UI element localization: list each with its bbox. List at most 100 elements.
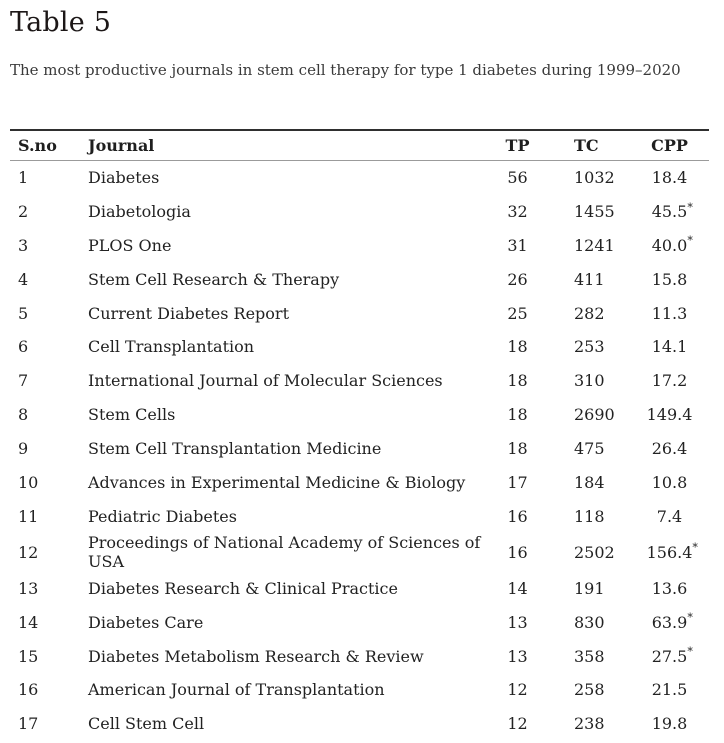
column-header-tp: TP — [495, 129, 540, 161]
table-row: 14 Diabetes Care 13 830 63.9* — [10, 605, 709, 639]
cell-journal: Proceedings of National Academy of Scien… — [88, 533, 481, 572]
table-row: 9 Stem Cell Transplantation Medicine 18 475… — [10, 432, 709, 466]
cell-cpp: 45.5* — [651, 200, 693, 221]
cell-tc: 310 — [574, 371, 605, 391]
cell-sno: 11 — [18, 506, 39, 526]
table-header: S.no Journal TP TC CPP — [10, 129, 709, 161]
table-row: 12 Proceedings of National Academy of Sci… — [10, 533, 709, 571]
table-caption: The most productive journals in stem cel… — [10, 60, 681, 79]
cell-tp: 31 — [507, 235, 528, 255]
cell-journal: PLOS One — [88, 235, 172, 255]
cell-sno: 9 — [18, 439, 29, 459]
cell-tc: 830 — [574, 612, 605, 632]
cell-sno: 7 — [18, 371, 29, 391]
cell-cpp: 63.9* — [651, 611, 693, 632]
cell-journal: Diabetes Metabolism Research & Review — [88, 646, 424, 666]
cell-tc: 253 — [574, 337, 605, 357]
cell-tp: 18 — [507, 337, 528, 357]
cell-sno: 1 — [18, 167, 29, 187]
cell-tc: 184 — [574, 472, 605, 492]
cell-cpp: 21.5 — [651, 680, 688, 700]
table-row: 6 Cell Transplantation 18 253 14.1 — [10, 330, 709, 364]
cell-tp: 14 — [507, 578, 528, 598]
cell-tc: 258 — [574, 680, 605, 700]
cell-tp: 16 — [507, 506, 528, 526]
cell-tc: 411 — [574, 269, 605, 289]
cell-cpp: 27.5* — [651, 645, 693, 666]
cell-sno: 2 — [18, 201, 29, 221]
cell-tc: 282 — [574, 303, 605, 323]
cell-tc: 118 — [574, 506, 605, 526]
cell-cpp: 11.3 — [651, 303, 688, 323]
table-row: 5 Current Diabetes Report 25 282 11.3 — [10, 296, 709, 330]
cell-sno: 12 — [18, 542, 39, 562]
table-row: 13 Diabetes Research & Clinical Practice 1… — [10, 571, 709, 605]
cell-tp: 32 — [507, 201, 528, 221]
cell-tp: 13 — [507, 646, 528, 666]
cell-tp: 16 — [507, 542, 528, 562]
cell-tp: 12 — [507, 680, 528, 700]
cell-tp: 18 — [507, 371, 528, 391]
cell-tp: 56 — [507, 167, 528, 187]
cell-sno: 15 — [18, 646, 39, 666]
column-header-cpp: CPP — [630, 129, 709, 161]
cell-journal: Diabetes Care — [88, 612, 204, 632]
cell-tc: 2690 — [574, 405, 615, 425]
cell-cpp: 156.4* — [646, 541, 698, 562]
cell-cpp: 149.4 — [646, 405, 693, 425]
cell-journal: International Journal of Molecular Scien… — [88, 371, 443, 391]
productive-journals-table: S.no Journal TP TC CPP 1 Diabetes 56 1032 18… — [10, 128, 709, 741]
cell-tp: 18 — [507, 405, 528, 425]
cell-cpp: 18.4 — [651, 167, 688, 187]
column-header-tc: TC — [540, 129, 630, 161]
table-row: 8 Stem Cells 18 2690 149.4 — [10, 398, 709, 432]
table-body: 1 Diabetes 56 1032 18.4 2 Diabetologia 32 1455 45… — [10, 160, 709, 741]
cell-tc: 2502 — [574, 542, 615, 562]
cell-tc: 358 — [574, 646, 605, 666]
cell-sno: 14 — [18, 612, 39, 632]
cell-journal: Current Diabetes Report — [88, 303, 289, 323]
cell-cpp: 10.8 — [651, 472, 688, 492]
table-row: 16 American Journal of Transplantation 12 2… — [10, 673, 709, 707]
cell-tp: 12 — [507, 714, 528, 734]
cell-cpp: 26.4 — [651, 439, 688, 459]
cell-sno: 13 — [18, 578, 39, 598]
cell-journal: Diabetes — [88, 167, 160, 187]
cell-sno: 8 — [18, 405, 29, 425]
cell-cpp: 17.2 — [651, 371, 688, 391]
cell-tc: 1241 — [574, 235, 615, 255]
cell-sno: 4 — [18, 269, 29, 289]
cell-tp: 25 — [507, 303, 528, 323]
cell-tp: 17 — [507, 472, 528, 492]
table-row: 11 Pediatric Diabetes 16 118 7.4 — [10, 499, 709, 533]
cell-sno: 3 — [18, 235, 29, 255]
cell-cpp: 15.8 — [651, 269, 688, 289]
cell-tp: 13 — [507, 612, 528, 632]
cell-tc: 475 — [574, 439, 605, 459]
cell-tc: 191 — [574, 578, 605, 598]
table-row: 15 Diabetes Metabolism Research & Review 1… — [10, 639, 709, 673]
table-row: 10 Advances in Experimental Medicine & Bi… — [10, 466, 709, 500]
cell-journal: Diabetologia — [88, 201, 191, 221]
cell-tp: 18 — [507, 439, 528, 459]
cell-cpp: 7.4 — [656, 506, 683, 526]
cell-journal: Stem Cell Transplantation Medicine — [88, 439, 382, 459]
cell-cpp: 19.8 — [651, 714, 688, 734]
table-header-row: S.no Journal TP TC CPP — [10, 129, 709, 161]
cell-sno: 17 — [18, 714, 39, 734]
cell-sno: 16 — [18, 680, 39, 700]
cell-tc: 238 — [574, 714, 605, 734]
cell-tp: 26 — [507, 269, 528, 289]
table-row: 1 Diabetes 56 1032 18.4 — [10, 160, 709, 194]
cell-sno: 5 — [18, 303, 29, 323]
table-row: 4 Stem Cell Research & Therapy 26 411 15.8 — [10, 262, 709, 296]
cell-cpp: 13.6 — [651, 578, 688, 598]
cell-tc: 1455 — [574, 201, 615, 221]
cell-sno: 6 — [18, 337, 29, 357]
column-header-sno: S.no — [10, 129, 88, 161]
table-row: 3 PLOS One 31 1241 40.0* — [10, 228, 709, 262]
cell-cpp: 14.1 — [651, 337, 688, 357]
cell-journal: Pediatric Diabetes — [88, 506, 237, 526]
table-row: 2 Diabetologia 32 1455 45.5* — [10, 194, 709, 228]
